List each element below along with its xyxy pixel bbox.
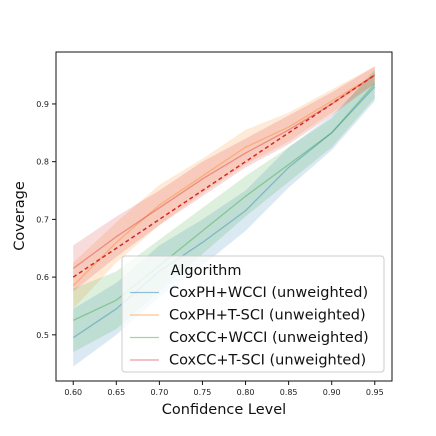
y-axis-ticks: 0.5 0.6 0.7 0.8 0.9 [36, 100, 56, 340]
legend-box [121, 255, 385, 373]
x-tick-label: 0.70 [150, 388, 168, 397]
y-axis-label: Coverage [12, 181, 28, 251]
band-coxcc-t-sci-unweighted [73, 66, 375, 292]
x-tick-label: 0.75 [194, 388, 212, 397]
y-tick-label: 0.7 [36, 215, 49, 224]
y-tick-label: 0.5 [36, 331, 49, 340]
legend-label-coxcc-t-sci-unweighted: CoxCC+T-SCI (unweighted) [169, 353, 366, 369]
line-coxph-t-sci-unweighted [72, 74, 376, 287]
x-axis-label: Confidence Level [162, 402, 286, 418]
plot-frame [55, 51, 393, 382]
band-coxph-t-sci-unweighted [73, 66, 375, 309]
legend-label-coxcc-wcci-unweighted: CoxCC+WCCI (unweighted) [169, 330, 369, 346]
legend-label-coxph-wcci-unweighted: CoxPH+WCCI (unweighted) [169, 285, 368, 301]
x-tick-label: 0.95 [366, 388, 384, 397]
x-tick-label: 0.65 [107, 388, 125, 397]
x-tick-label: 0.90 [323, 388, 341, 397]
legend-label-coxph-t-sci-unweighted: CoxPH+T-SCI (unweighted) [169, 308, 366, 324]
x-tick-label: 0.85 [280, 388, 298, 397]
x-tick-label: 0.80 [237, 388, 255, 397]
y-tick-label: 0.8 [36, 158, 49, 167]
legend-title: Algorithm [170, 263, 241, 279]
x-axis-ticks: 0.60 0.65 0.70 0.75 0.80 0.85 0.90 0.95 [64, 381, 384, 397]
x-tick-label: 0.60 [64, 388, 82, 397]
legend-items: CoxPH+WCCI (unweighted) CoxPH+T-SCI (unwe… [130, 285, 369, 369]
y-tick-label: 0.9 [36, 100, 49, 109]
reference-line [72, 74, 376, 278]
y-tick-label: 0.6 [36, 273, 49, 282]
reference-line-group [72, 74, 376, 278]
legend: Algorithm CoxPH+WCCI (unweighted) CoxPH+T… [121, 255, 385, 373]
